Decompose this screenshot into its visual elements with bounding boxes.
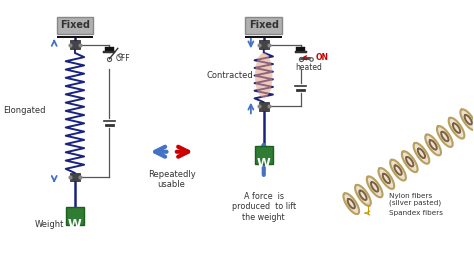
Text: OFF: OFF [116, 54, 130, 63]
Polygon shape [379, 168, 394, 189]
Polygon shape [414, 143, 429, 164]
Text: Weight: Weight [35, 220, 64, 229]
Text: Nylon fibers
(silver pasted): Nylon fibers (silver pasted) [390, 193, 442, 206]
Text: W: W [68, 218, 82, 231]
Polygon shape [367, 176, 383, 197]
Bar [246, 35, 282, 38]
Polygon shape [460, 109, 474, 130]
Polygon shape [344, 193, 359, 214]
Ellipse shape [255, 53, 273, 98]
Polygon shape [425, 134, 441, 155]
Bar [295, 51, 307, 53]
Bar [246, 17, 282, 34]
Text: W: W [257, 157, 271, 170]
Bar [255, 146, 273, 164]
Bar [70, 40, 80, 49]
Polygon shape [355, 185, 371, 206]
Bar [70, 173, 80, 181]
Text: Spandex fibers: Spandex fibers [390, 210, 444, 216]
Text: Elongated: Elongated [3, 106, 46, 115]
Bar [56, 17, 93, 34]
Text: Fixed: Fixed [60, 20, 90, 31]
Text: A force  is
produced  to lift
the weight: A force is produced to lift the weight [232, 192, 296, 222]
Polygon shape [402, 151, 418, 172]
Bar [56, 35, 93, 38]
Bar [259, 102, 269, 111]
Text: heated: heated [295, 63, 322, 72]
Polygon shape [390, 160, 406, 181]
Text: Contracted: Contracted [207, 71, 254, 80]
Polygon shape [437, 126, 453, 147]
Bar [66, 207, 84, 225]
Text: Repeatedly
usable: Repeatedly usable [148, 170, 195, 189]
Text: ON: ON [315, 53, 328, 62]
Bar [296, 47, 305, 52]
Bar [259, 40, 269, 49]
Bar [105, 47, 114, 52]
Bar [103, 51, 116, 53]
Text: Fixed: Fixed [249, 20, 279, 31]
Polygon shape [449, 118, 465, 139]
